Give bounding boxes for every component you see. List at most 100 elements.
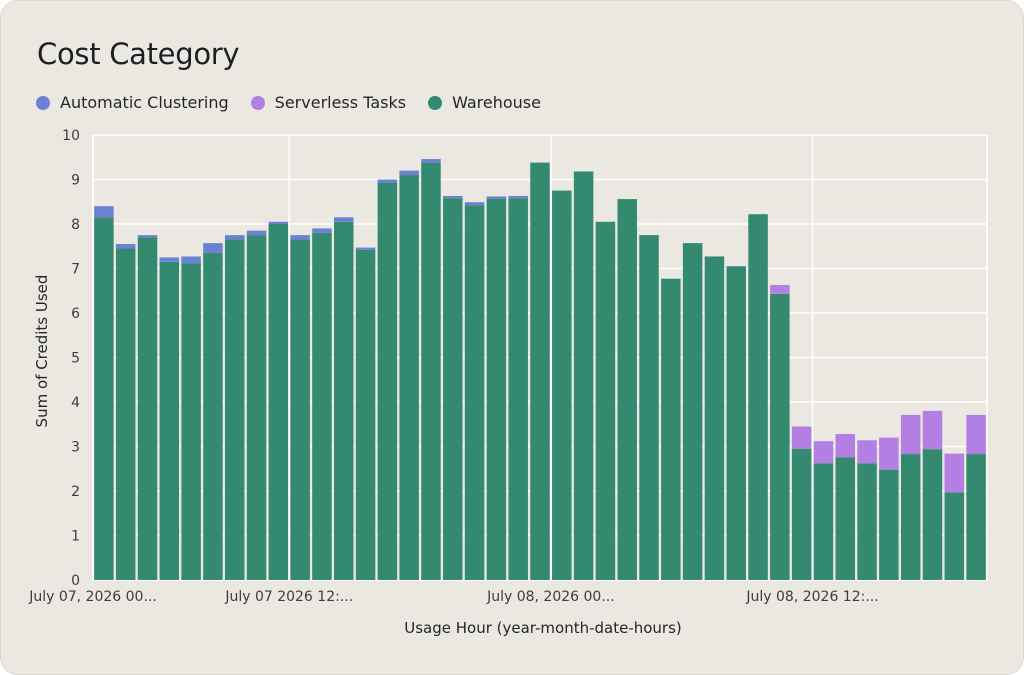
legend-swatch-automatic-clustering [36, 95, 50, 110]
legend-label: Automatic Clustering [60, 93, 229, 112]
bar-warehouse[interactable] [312, 232, 332, 580]
bar-serverless-tasks[interactable] [813, 441, 834, 464]
bar-serverless-tasks[interactable] [922, 410, 943, 450]
bar-warehouse[interactable] [115, 248, 136, 580]
bar-warehouse[interactable] [900, 454, 921, 580]
y-axis-ticks: 0 1 2 3 4 5 6 7 8 9 10 [62, 128, 80, 589]
y-tick-label: 8 [71, 217, 80, 233]
bar-warehouse[interactable] [835, 457, 856, 580]
bar-warehouse[interactable] [573, 171, 594, 581]
bar-warehouse[interactable] [748, 214, 768, 580]
bar-warehouse[interactable] [726, 266, 746, 580]
bar-automatic-clustering[interactable] [203, 243, 223, 253]
x-tick-label: July 08, 2026 12:... [745, 589, 878, 605]
legend-label: Warehouse [452, 93, 541, 112]
bar-warehouse[interactable] [137, 237, 158, 580]
legend-item-serverless-tasks[interactable]: Serverless Tasks [250, 93, 407, 112]
bar-warehouse[interactable] [770, 293, 790, 580]
y-tick-label: 0 [71, 573, 80, 589]
bar-warehouse[interactable] [595, 221, 616, 580]
chart-legend: Automatic Clustering Serverless Tasks Wa… [36, 93, 541, 112]
y-tick-label: 3 [71, 440, 80, 456]
x-axis-label: Usage Hour (year-month-date-hours) [404, 619, 682, 637]
bar-warehouse[interactable] [857, 463, 877, 580]
bar-warehouse[interactable] [399, 175, 419, 581]
y-tick-label: 10 [62, 128, 80, 144]
bar-warehouse[interactable] [661, 278, 681, 580]
bar-warehouse[interactable] [682, 243, 703, 580]
bar-serverless-tasks[interactable] [966, 414, 986, 455]
bar-serverless-tasks[interactable] [835, 434, 856, 458]
bar-automatic-clustering[interactable] [115, 244, 136, 249]
bar-warehouse[interactable] [704, 256, 725, 580]
bar-automatic-clustering[interactable] [443, 195, 463, 199]
bar-warehouse[interactable] [530, 162, 550, 580]
y-tick-label: 4 [71, 395, 80, 411]
bar-warehouse[interactable] [377, 182, 398, 581]
bar-warehouse[interactable] [94, 217, 114, 580]
y-axis-label: Sum of Credits Used [33, 275, 51, 428]
bar-warehouse[interactable] [159, 261, 180, 580]
bar-serverless-tasks[interactable] [791, 426, 812, 449]
bar-warehouse[interactable] [421, 162, 441, 580]
y-tick-label: 9 [71, 173, 80, 189]
bar-serverless-tasks[interactable] [770, 284, 790, 294]
y-tick-label: 6 [71, 306, 80, 322]
bar-warehouse[interactable] [813, 463, 834, 580]
bar-warehouse[interactable] [791, 448, 812, 580]
bar-automatic-clustering[interactable] [246, 230, 267, 236]
bar-automatic-clustering[interactable] [137, 235, 158, 238]
legend-item-automatic-clustering[interactable]: Automatic Clustering [36, 93, 229, 112]
bar-automatic-clustering[interactable] [181, 256, 201, 264]
bar-warehouse[interactable] [966, 454, 986, 580]
bar-warehouse[interactable] [508, 198, 528, 580]
x-tick-label: July 08, 2026 00... [486, 589, 615, 605]
bar-automatic-clustering[interactable] [399, 170, 419, 176]
bar-automatic-clustering[interactable] [464, 202, 485, 206]
legend-label: Serverless Tasks [274, 93, 407, 112]
y-tick-label: 7 [71, 262, 80, 278]
x-axis-ticks: July 07, 2026 00... July 07 2026 12:... Ju… [28, 589, 879, 605]
bar-automatic-clustering[interactable] [94, 206, 114, 218]
bar-warehouse[interactable] [443, 198, 463, 580]
bar-warehouse[interactable] [246, 235, 267, 580]
bar-serverless-tasks[interactable] [857, 440, 877, 464]
bar-automatic-clustering[interactable] [355, 247, 376, 250]
bar-warehouse[interactable] [464, 205, 485, 580]
bar-automatic-clustering[interactable] [508, 195, 528, 199]
bar-automatic-clustering[interactable] [421, 159, 441, 163]
bar-warehouse[interactable] [268, 224, 289, 580]
bar-warehouse[interactable] [879, 469, 899, 580]
bar-automatic-clustering[interactable] [224, 235, 245, 240]
legend-swatch-serverless-tasks [250, 95, 265, 110]
bar-warehouse[interactable] [224, 239, 245, 580]
bar-automatic-clustering[interactable] [486, 196, 507, 199]
bar-warehouse[interactable] [922, 449, 943, 580]
bar-warehouse[interactable] [617, 199, 637, 580]
legend-swatch-warehouse [428, 95, 443, 110]
bar-automatic-clustering[interactable] [159, 257, 180, 262]
bar-serverless-tasks[interactable] [900, 414, 921, 455]
bar-serverless-tasks[interactable] [944, 453, 965, 493]
bar-warehouse[interactable] [181, 263, 201, 580]
bar-warehouse[interactable] [290, 239, 310, 580]
y-tick-label: 1 [71, 529, 80, 545]
bar-warehouse[interactable] [486, 198, 507, 580]
bar-automatic-clustering[interactable] [268, 221, 289, 224]
legend-item-warehouse[interactable]: Warehouse [428, 93, 541, 112]
bar-serverless-tasks[interactable] [879, 437, 899, 470]
bar-warehouse[interactable] [355, 249, 376, 580]
bar-automatic-clustering[interactable] [290, 235, 310, 240]
bar-warehouse[interactable] [552, 190, 572, 580]
bar-warehouse[interactable] [334, 221, 354, 580]
x-tick-label: July 07 2026 12:... [224, 589, 353, 605]
y-tick-label: 5 [71, 351, 80, 367]
bar-warehouse[interactable] [639, 235, 659, 580]
bar-automatic-clustering[interactable] [377, 179, 398, 183]
bar-warehouse[interactable] [944, 492, 965, 580]
bar-automatic-clustering[interactable] [334, 217, 354, 222]
x-tick-label: July 07, 2026 00... [28, 589, 157, 605]
bar-warehouse[interactable] [203, 252, 223, 581]
bar-automatic-clustering[interactable] [312, 228, 332, 233]
